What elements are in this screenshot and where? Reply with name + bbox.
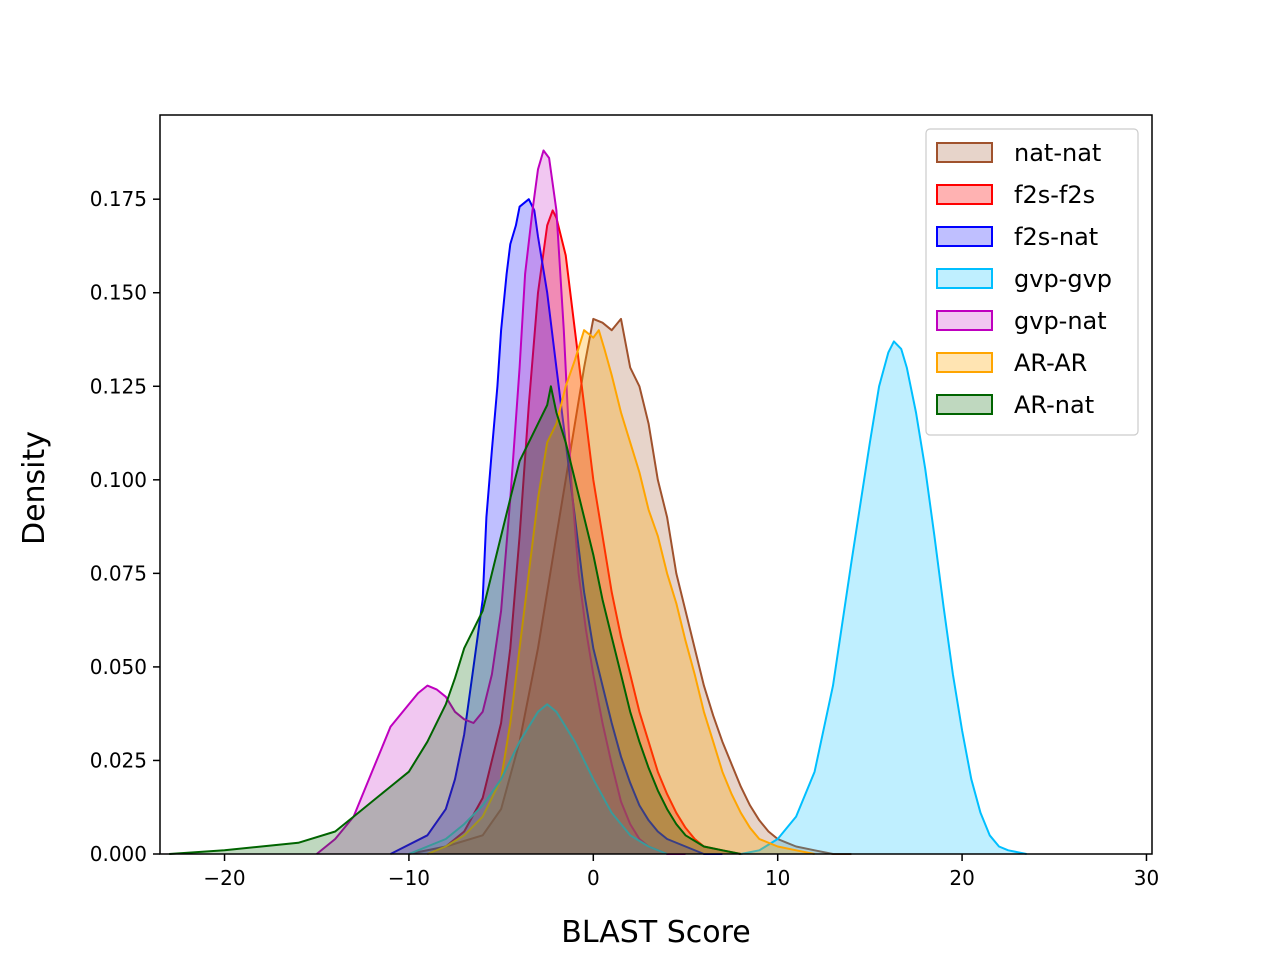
series-area-ar-ar-5 — [427, 330, 815, 854]
x-tick-label: −10 — [388, 866, 430, 890]
y-tick-label: 0.000 — [90, 842, 147, 866]
legend: nat-nat f2s-f2s f2s-nat gvp-gvp gvp-nat AR-AR… — [925, 128, 1139, 436]
x-tick-label: 10 — [765, 866, 790, 890]
x-axis: −20 −10 0 10 20 30 — [203, 854, 1159, 890]
series-line-gvp-gvp-3 — [740, 340, 1027, 855]
series-area-ar-nat-6 — [169, 386, 741, 854]
legend-label: nat-nat — [1014, 139, 1101, 167]
y-axis-title: Density — [17, 431, 52, 545]
y-tick-label: 0.050 — [90, 655, 147, 679]
y-tick-label: 0.025 — [90, 748, 147, 772]
legend-box — [925, 128, 1139, 436]
x-tick-label: 20 — [949, 866, 974, 890]
legend-label: AR-nat — [1014, 391, 1094, 419]
x-tick-label: 0 — [587, 866, 600, 890]
series-line-f2s-nat-2 — [390, 198, 723, 855]
series-layer — [169, 149, 1027, 855]
legend-swatch — [936, 310, 993, 331]
series-area-gvp-gvp-3 — [740, 341, 1027, 854]
series-area-nat-nat-0 — [408, 318, 852, 854]
plot-frame — [159, 114, 1153, 855]
y-tick-label: 0.125 — [90, 374, 147, 398]
series-area-f2s-nat-2 — [390, 199, 723, 854]
legend-label: AR-AR — [1014, 349, 1087, 377]
legend-swatch — [936, 352, 993, 373]
legend-swatch — [936, 394, 993, 415]
y-tick-label: 0.175 — [90, 187, 147, 211]
x-axis-title: BLAST Score — [561, 915, 750, 950]
legend-swatch — [936, 184, 993, 205]
y-tick-label: 0.075 — [90, 561, 147, 585]
legend-label: gvp-nat — [1014, 307, 1107, 335]
series-area-unlabeled-7 — [408, 704, 668, 854]
y-tick-label: 0.150 — [90, 281, 147, 305]
y-axis: 0.000 0.025 0.050 0.075 0.100 0.125 0.150 0.175 — [90, 187, 160, 866]
x-tick-label: 30 — [1134, 866, 1159, 890]
legend-swatch — [936, 226, 993, 247]
legend-label: gvp-gvp — [1014, 265, 1112, 293]
legend-swatch — [936, 268, 993, 289]
series-line-ar-ar-5 — [427, 329, 815, 855]
series-line-gvp-nat-4 — [316, 149, 686, 855]
legend-swatch — [936, 142, 993, 163]
series-line-nat-nat-0 — [408, 317, 852, 855]
series-line-ar-nat-6 — [169, 385, 741, 855]
y-tick-label: 0.100 — [90, 468, 147, 492]
series-line-unlabeled-7 — [408, 703, 668, 855]
legend-label: f2s-nat — [1014, 223, 1098, 251]
x-tick-label: −20 — [203, 866, 245, 890]
series-line-f2s-f2s-1 — [427, 209, 741, 855]
legend-label: f2s-f2s — [1014, 181, 1095, 209]
